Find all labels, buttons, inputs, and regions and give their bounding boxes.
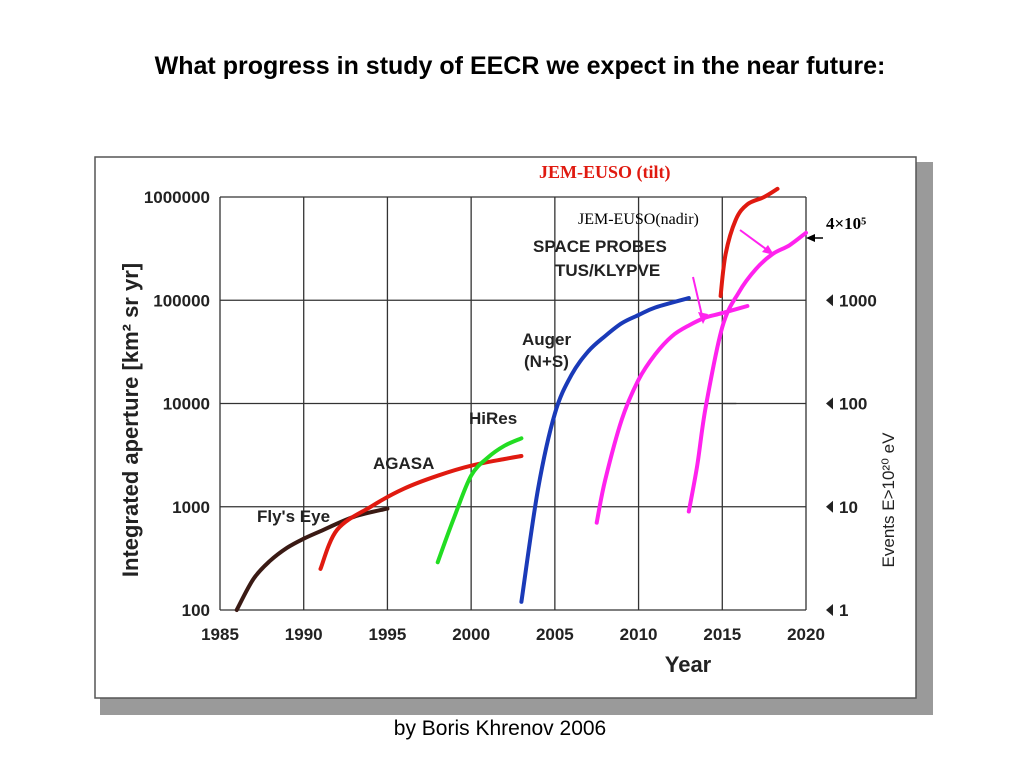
series-line-jem-euso-tilt xyxy=(718,186,780,298)
label-jem-euso-tilt: JEM-EUSO (tilt) xyxy=(539,162,670,183)
label-jem-euso-nadir: JEM-EUSO(nadir) xyxy=(578,211,699,228)
series-line-agasa xyxy=(318,454,524,571)
x-tick-label: 2010 xyxy=(620,625,658,644)
pointer-jem-nadir-head xyxy=(762,245,774,255)
label-space-probes-2: TUS/KLYPVE xyxy=(555,261,660,280)
x-tick-label: 1995 xyxy=(369,625,407,644)
x-tick-label: 1985 xyxy=(201,625,239,644)
label-hires: HiRes xyxy=(469,409,517,428)
y-tick-label: 10000 xyxy=(163,395,210,414)
x-tick-label: 2005 xyxy=(536,625,574,644)
label-auger-1: Auger xyxy=(522,330,572,349)
y-tick-label: 1000 xyxy=(172,498,210,517)
pointer-jem-nadir xyxy=(739,229,771,253)
right-tick-marker xyxy=(826,294,833,307)
right-tick-label: 10 xyxy=(839,498,858,517)
series-line-jem-euso-nadir xyxy=(686,230,808,514)
pointer-space-probes-head xyxy=(698,312,708,324)
y-tick-label: 100 xyxy=(182,601,210,620)
label-space-probes-1: SPACE PROBES xyxy=(533,237,667,256)
label-fly-eye: Fly's Eye xyxy=(257,507,330,526)
pointer-events-mark-head xyxy=(806,234,815,242)
label-agasa: AGASA xyxy=(373,454,434,473)
right-tick-marker xyxy=(826,397,833,410)
x-tick-label: 2015 xyxy=(703,625,741,644)
y-axis-title: Integrated aperture [km² sr yr] xyxy=(118,263,143,577)
right-axis-title: Events E>10²⁰ eV xyxy=(879,432,898,568)
chart-series xyxy=(234,186,808,612)
series-line-hires xyxy=(435,436,524,565)
chart-ticks: 1985 1990 1995 2000 2005 2010 2015 2020 100 1000 1… xyxy=(144,188,877,644)
series-line-space-probes-tus-klypve xyxy=(594,304,750,525)
right-tick-marker xyxy=(826,500,833,513)
x-tick-label: 2000 xyxy=(452,625,490,644)
slide-title: What progress in study of EECR we expect… xyxy=(154,52,886,80)
x-tick-label: 2020 xyxy=(787,625,825,644)
x-tick-label: 1990 xyxy=(285,625,323,644)
credit-text: by Boris Khrenov 2006 xyxy=(393,717,607,740)
y-tick-label: 100000 xyxy=(153,291,210,310)
chart-frame xyxy=(94,156,917,699)
x-axis-title: Year xyxy=(665,652,712,677)
right-tick-label: 1 xyxy=(839,601,848,620)
y-tick-label: 1000000 xyxy=(144,188,210,207)
right-tick-label: 1000 xyxy=(839,291,877,310)
right-tick-label: 100 xyxy=(839,395,867,414)
label-auger-2: (N+S) xyxy=(524,352,569,371)
right-tick-marker xyxy=(826,604,833,616)
series-line-auger-n-s xyxy=(519,296,691,604)
label-events-mark: 4×10⁵ xyxy=(826,214,866,233)
